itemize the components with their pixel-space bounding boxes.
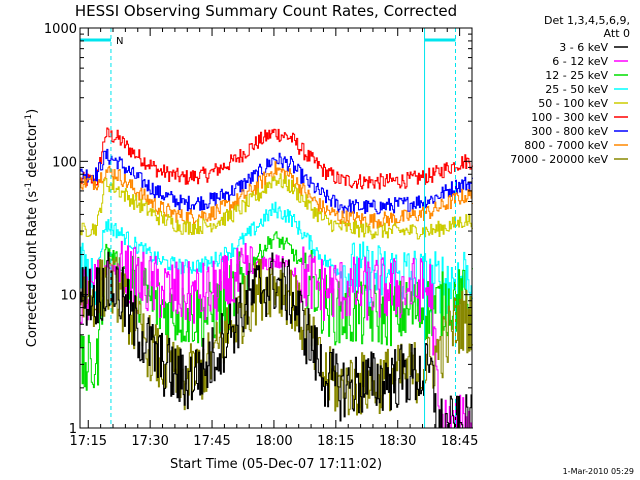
x-tick-label-1: 17:30 — [131, 434, 168, 449]
series-line-5 — [80, 231, 473, 391]
y-axis-label-end: ) — [25, 109, 40, 114]
chart-title: HESSI Observing Summary Count Rates, Cor… — [75, 2, 457, 20]
orbit-flag-label-0: N — [116, 36, 123, 47]
footer-timestamp: 1-Mar-2010 05:29 — [563, 467, 634, 476]
legend-label-5: 100 - 300 keV — [531, 111, 608, 124]
series-line-2 — [80, 161, 473, 229]
orbit-flags-layer: N — [80, 28, 456, 428]
legend-label-0: 3 - 6 keV — [559, 41, 608, 54]
x-axis-label: Start Time (05-Dec-07 17:11:02) — [170, 457, 382, 472]
y-axis-label-main: Corrected Count Rate (s — [25, 191, 40, 348]
series-line-6 — [80, 240, 473, 429]
legend-label-8: 7000 - 20000 keV — [510, 153, 608, 166]
y-axis-label: Corrected Count Rate (s-1 detector-1) — [24, 109, 40, 347]
legend-label-2: 12 - 25 keV — [545, 69, 608, 82]
y-axis-label-sup1: -1 — [24, 182, 34, 191]
series-layer — [80, 127, 473, 429]
y-tick-label-1: 10 — [60, 289, 77, 304]
legend-label-4: 50 - 100 keV — [538, 97, 608, 110]
x-tick-label-3: 18:00 — [255, 434, 292, 449]
x-tick-label-2: 17:45 — [193, 434, 230, 449]
legend-label-3: 25 - 50 keV — [545, 83, 608, 96]
x-tick-label-6: 18:45 — [441, 434, 478, 449]
plot-frame — [79, 27, 473, 429]
y-axis-ticks: 1 10 100 1000 — [44, 22, 472, 437]
series-line-1 — [80, 148, 473, 215]
legend-label-1: 6 - 12 keV — [552, 55, 608, 68]
x-tick-label-0: 17:15 — [70, 434, 107, 449]
legend-header-line1: Det 1,3,4,5,6,9, — [544, 14, 630, 27]
y-tick-label-3: 1000 — [44, 22, 77, 37]
series-line-0 — [80, 127, 473, 190]
series-line-3 — [80, 173, 473, 240]
legend-header-line2: Att 0 — [604, 27, 630, 40]
x-tick-label-5: 18:30 — [379, 434, 416, 449]
legend-label-7: 800 - 7000 keV — [524, 139, 608, 152]
y-axis-label-mid: detector — [25, 122, 40, 182]
x-axis-ticks: 17:15 17:30 17:45 18:00 18:15 18:30 18:45 — [70, 28, 478, 449]
y-tick-label-0: 1 — [69, 422, 77, 437]
legend-label-6: 300 - 800 keV — [531, 125, 608, 138]
series-line-4 — [80, 201, 473, 316]
y-axis-label-sup2: -1 — [24, 114, 34, 123]
x-tick-label-4: 18:15 — [317, 434, 354, 449]
series-line-8 — [80, 251, 473, 429]
y-tick-label-2: 100 — [52, 155, 77, 170]
